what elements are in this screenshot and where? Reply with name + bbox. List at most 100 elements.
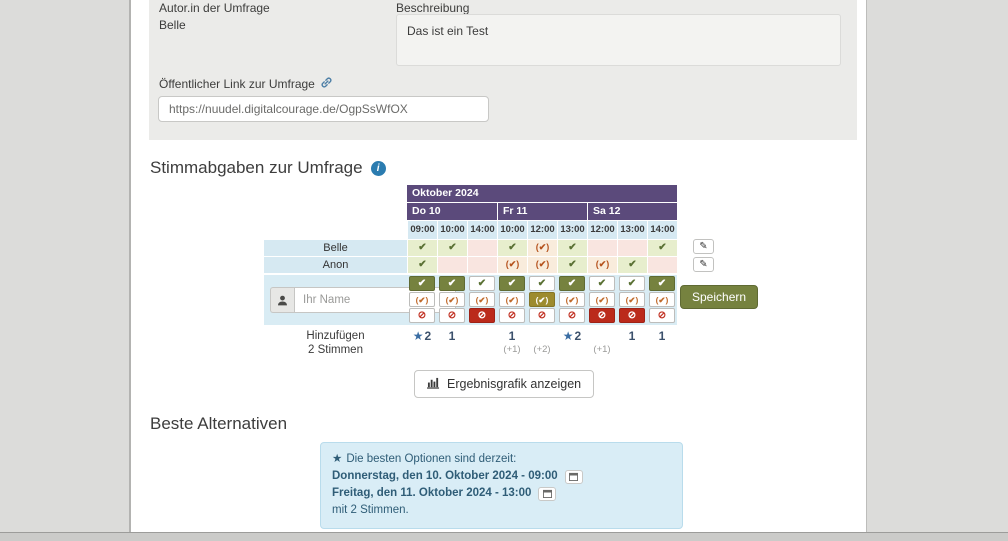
- votes-section-title: Stimmabgaben zur Umfrage i: [150, 158, 386, 178]
- poll-table: Oktober 2024 Do 10 Fr 11 Sa 12 09:00 10:00 14:…: [264, 185, 677, 357]
- vote-no-button[interactable]: ⊘: [469, 308, 495, 323]
- vote-ifneedbe-button[interactable]: (✔): [409, 292, 435, 307]
- author-value: Belle: [159, 18, 186, 32]
- edit-voter-anon-button[interactable]: ✎: [693, 257, 714, 272]
- poll-page: Autor.in der Umfrage Belle Beschreibung …: [129, 0, 867, 533]
- vote-yes-button[interactable]: ✔: [589, 276, 615, 291]
- vote-ifneedbe-button[interactable]: (✔): [619, 292, 645, 307]
- time-header: 13:00: [557, 221, 587, 239]
- vote-count-cell: (+2): [533, 344, 551, 355]
- vote-no-button[interactable]: ⊘: [589, 308, 615, 323]
- vote-count-cell: 1 (+1): [503, 329, 521, 355]
- vote-option-stack: ✔ (✔) ⊘: [499, 276, 525, 324]
- poll-info-panel: Autor.in der Umfrage Belle Beschreibung …: [149, 0, 857, 140]
- voter-row: Belle ✔ ✔ ✔ (✔) ✔ ✔: [264, 240, 677, 256]
- voter-name: Belle: [264, 240, 407, 256]
- vote-cell-no: [437, 257, 467, 273]
- description-label: Beschreibung: [396, 1, 470, 15]
- vote-yes-button[interactable]: ✔: [559, 276, 585, 291]
- author-label: Autor.in der Umfrage: [159, 1, 270, 15]
- best-options-alert: ★ Die besten Optionen sind derzeit: Donne…: [320, 442, 683, 529]
- vote-count-cell: [467, 329, 497, 357]
- vote-ifneedbe-button[interactable]: (✔): [559, 292, 585, 307]
- vote-cell-no: [617, 240, 647, 256]
- star-icon: ★: [412, 329, 424, 343]
- vote-yes-button[interactable]: ✔: [499, 276, 525, 291]
- vote-count-cell: 1: [448, 329, 456, 343]
- time-header: 14:00: [647, 221, 677, 239]
- person-icon: [270, 287, 294, 313]
- save-vote-button[interactable]: Speichern: [680, 285, 759, 309]
- window-bottom-bar: [0, 532, 1008, 541]
- vote-cell-ifneedbe: (✔): [497, 257, 527, 273]
- vote-yes-button[interactable]: ✔: [649, 276, 675, 291]
- day-header: Fr 11: [497, 203, 587, 220]
- show-results-chart-button[interactable]: Ergebnisgrafik anzeigen: [414, 370, 595, 398]
- time-header: 10:00: [437, 221, 467, 239]
- public-link-input[interactable]: [158, 96, 489, 122]
- vote-no-button[interactable]: ⊘: [529, 308, 555, 323]
- vote-cell-no: [467, 240, 497, 256]
- vote-no-button[interactable]: ⊘: [559, 308, 585, 323]
- best-option-line: Donnerstag, den 10. Oktober 2024 - 09:00: [332, 468, 671, 485]
- vote-no-button[interactable]: ⊘: [409, 308, 435, 323]
- vote-yes-button[interactable]: ✔: [529, 276, 555, 291]
- time-header: 12:00: [587, 221, 617, 239]
- vote-cell-no: [467, 257, 497, 273]
- vote-count-cell: 1: [628, 329, 636, 343]
- month-header-row: Oktober 2024: [264, 185, 677, 202]
- vote-yes-button[interactable]: ✔: [469, 276, 495, 291]
- vote-option-stack: ✔ (✔) ⊘: [559, 276, 585, 324]
- bar-chart-icon: [427, 377, 440, 392]
- voter-name: Anon: [264, 257, 407, 273]
- vote-yes-button[interactable]: ✔: [439, 276, 465, 291]
- vote-cell-yes: ✔: [407, 257, 437, 273]
- vote-option-stack: ✔ (✔) ⊘: [529, 276, 555, 324]
- vote-no-button[interactable]: ⊘: [499, 308, 525, 323]
- vote-yes-button[interactable]: ✔: [619, 276, 645, 291]
- total-votes-label: 2 Stimmen: [308, 344, 363, 356]
- vote-cell-ifneedbe: (✔): [587, 257, 617, 273]
- vote-option-stack: ✔ (✔) ⊘: [469, 276, 495, 324]
- month-header: Oktober 2024: [407, 185, 677, 202]
- vote-ifneedbe-button[interactable]: (✔): [439, 292, 465, 307]
- vote-cell-yes: ✔: [617, 257, 647, 273]
- vote-count-cell: (+1): [593, 344, 611, 355]
- vote-ifneedbe-button[interactable]: (✔): [529, 292, 555, 307]
- vote-count-cell: ★2: [412, 329, 432, 343]
- vote-cell-yes: ✔: [647, 240, 677, 256]
- vote-ifneedbe-button[interactable]: (✔): [469, 292, 495, 307]
- vote-cell-yes: ✔: [437, 240, 467, 256]
- time-header: 13:00: [617, 221, 647, 239]
- vote-no-button[interactable]: ⊘: [649, 308, 675, 323]
- vote-ifneedbe-button[interactable]: (✔): [589, 292, 615, 307]
- alert-footer: mit 2 Stimmen.: [332, 504, 409, 516]
- vote-summary-label: Hinzufügen 2 Stimmen: [264, 329, 407, 357]
- star-icon: ★: [332, 453, 343, 465]
- vote-cell-no: [587, 240, 617, 256]
- vote-no-button[interactable]: ⊘: [439, 308, 465, 323]
- vote-cell-yes: ✔: [557, 257, 587, 273]
- description-text: Das ist ein Test: [407, 24, 489, 38]
- vote-no-button[interactable]: ⊘: [619, 308, 645, 323]
- vote-cell-yes: ✔: [497, 240, 527, 256]
- vote-option-stack: ✔ (✔) ⊘: [589, 276, 615, 324]
- edit-voter-belle-button[interactable]: ✎: [693, 239, 714, 254]
- vote-cell-ifneedbe: (✔): [527, 257, 557, 273]
- day-header-row: Do 10 Fr 11 Sa 12: [264, 203, 677, 220]
- vote-cell-yes: ✔: [557, 240, 587, 256]
- calendar-button[interactable]: [538, 487, 557, 501]
- day-header: Do 10: [407, 203, 497, 220]
- description-box: Das ist ein Test: [396, 14, 841, 66]
- alert-intro: ★ Die besten Optionen sind derzeit:: [332, 453, 517, 465]
- best-alternatives-title: Beste Alternativen: [150, 414, 288, 433]
- calendar-button[interactable]: [564, 470, 583, 484]
- link-icon[interactable]: [320, 76, 333, 92]
- vote-ifneedbe-button[interactable]: (✔): [499, 292, 525, 307]
- day-header: Sa 12: [587, 203, 677, 220]
- add-label: Hinzufügen: [306, 330, 365, 342]
- time-header: 10:00: [497, 221, 527, 239]
- info-icon[interactable]: i: [370, 160, 386, 176]
- vote-ifneedbe-button[interactable]: (✔): [649, 292, 675, 307]
- vote-yes-button[interactable]: ✔: [409, 276, 435, 291]
